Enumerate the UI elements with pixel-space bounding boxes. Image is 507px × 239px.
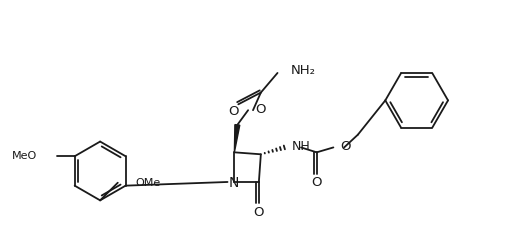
Text: NH₂: NH₂: [291, 65, 316, 77]
Text: O: O: [311, 176, 322, 189]
Text: NH: NH: [292, 140, 311, 153]
Text: OMe: OMe: [135, 178, 161, 188]
Text: O: O: [228, 105, 239, 118]
Text: O: O: [254, 206, 264, 219]
Text: N: N: [228, 176, 239, 190]
Text: O: O: [340, 140, 351, 153]
Polygon shape: [234, 125, 240, 152]
Text: MeO: MeO: [12, 151, 38, 161]
Text: O: O: [255, 103, 266, 116]
